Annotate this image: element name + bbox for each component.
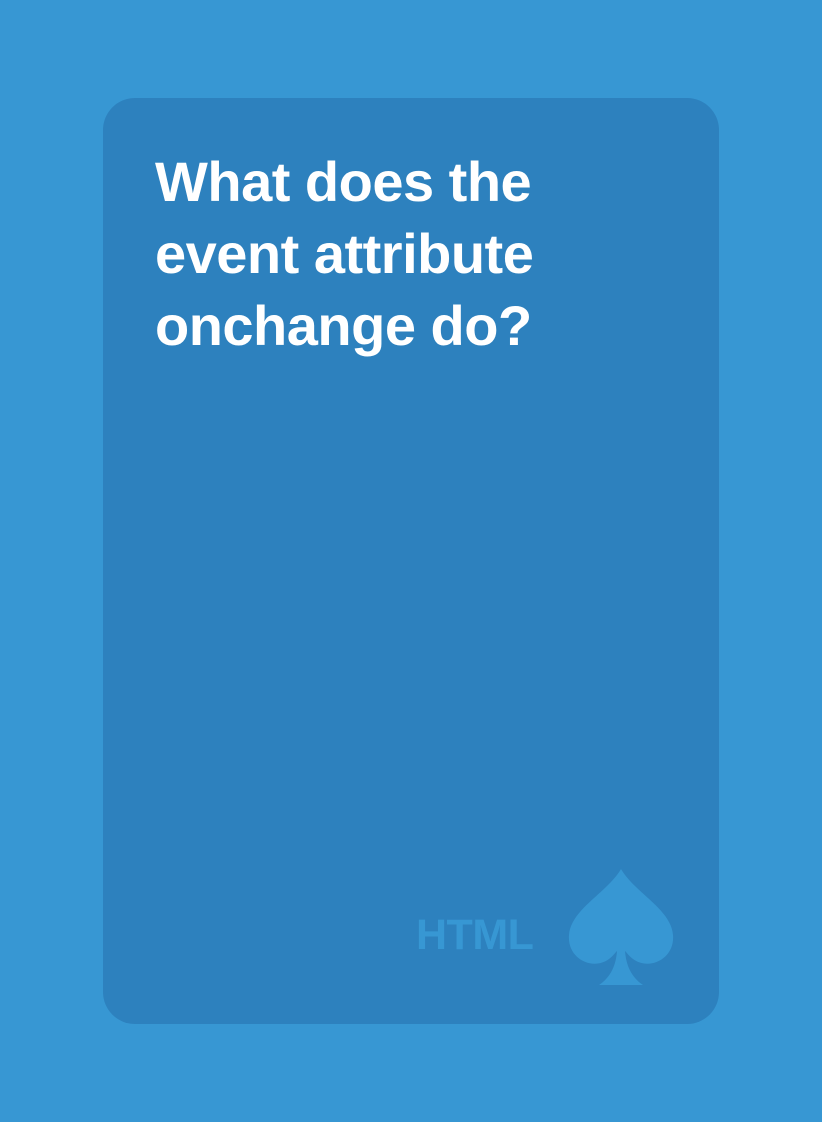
spade-icon — [567, 869, 675, 987]
question-text: What does the event attribute onchange d… — [155, 150, 534, 357]
flash-card[interactable]: What does the event attribute onchange d… — [103, 98, 719, 1024]
category-label: HTML — [416, 911, 534, 959]
